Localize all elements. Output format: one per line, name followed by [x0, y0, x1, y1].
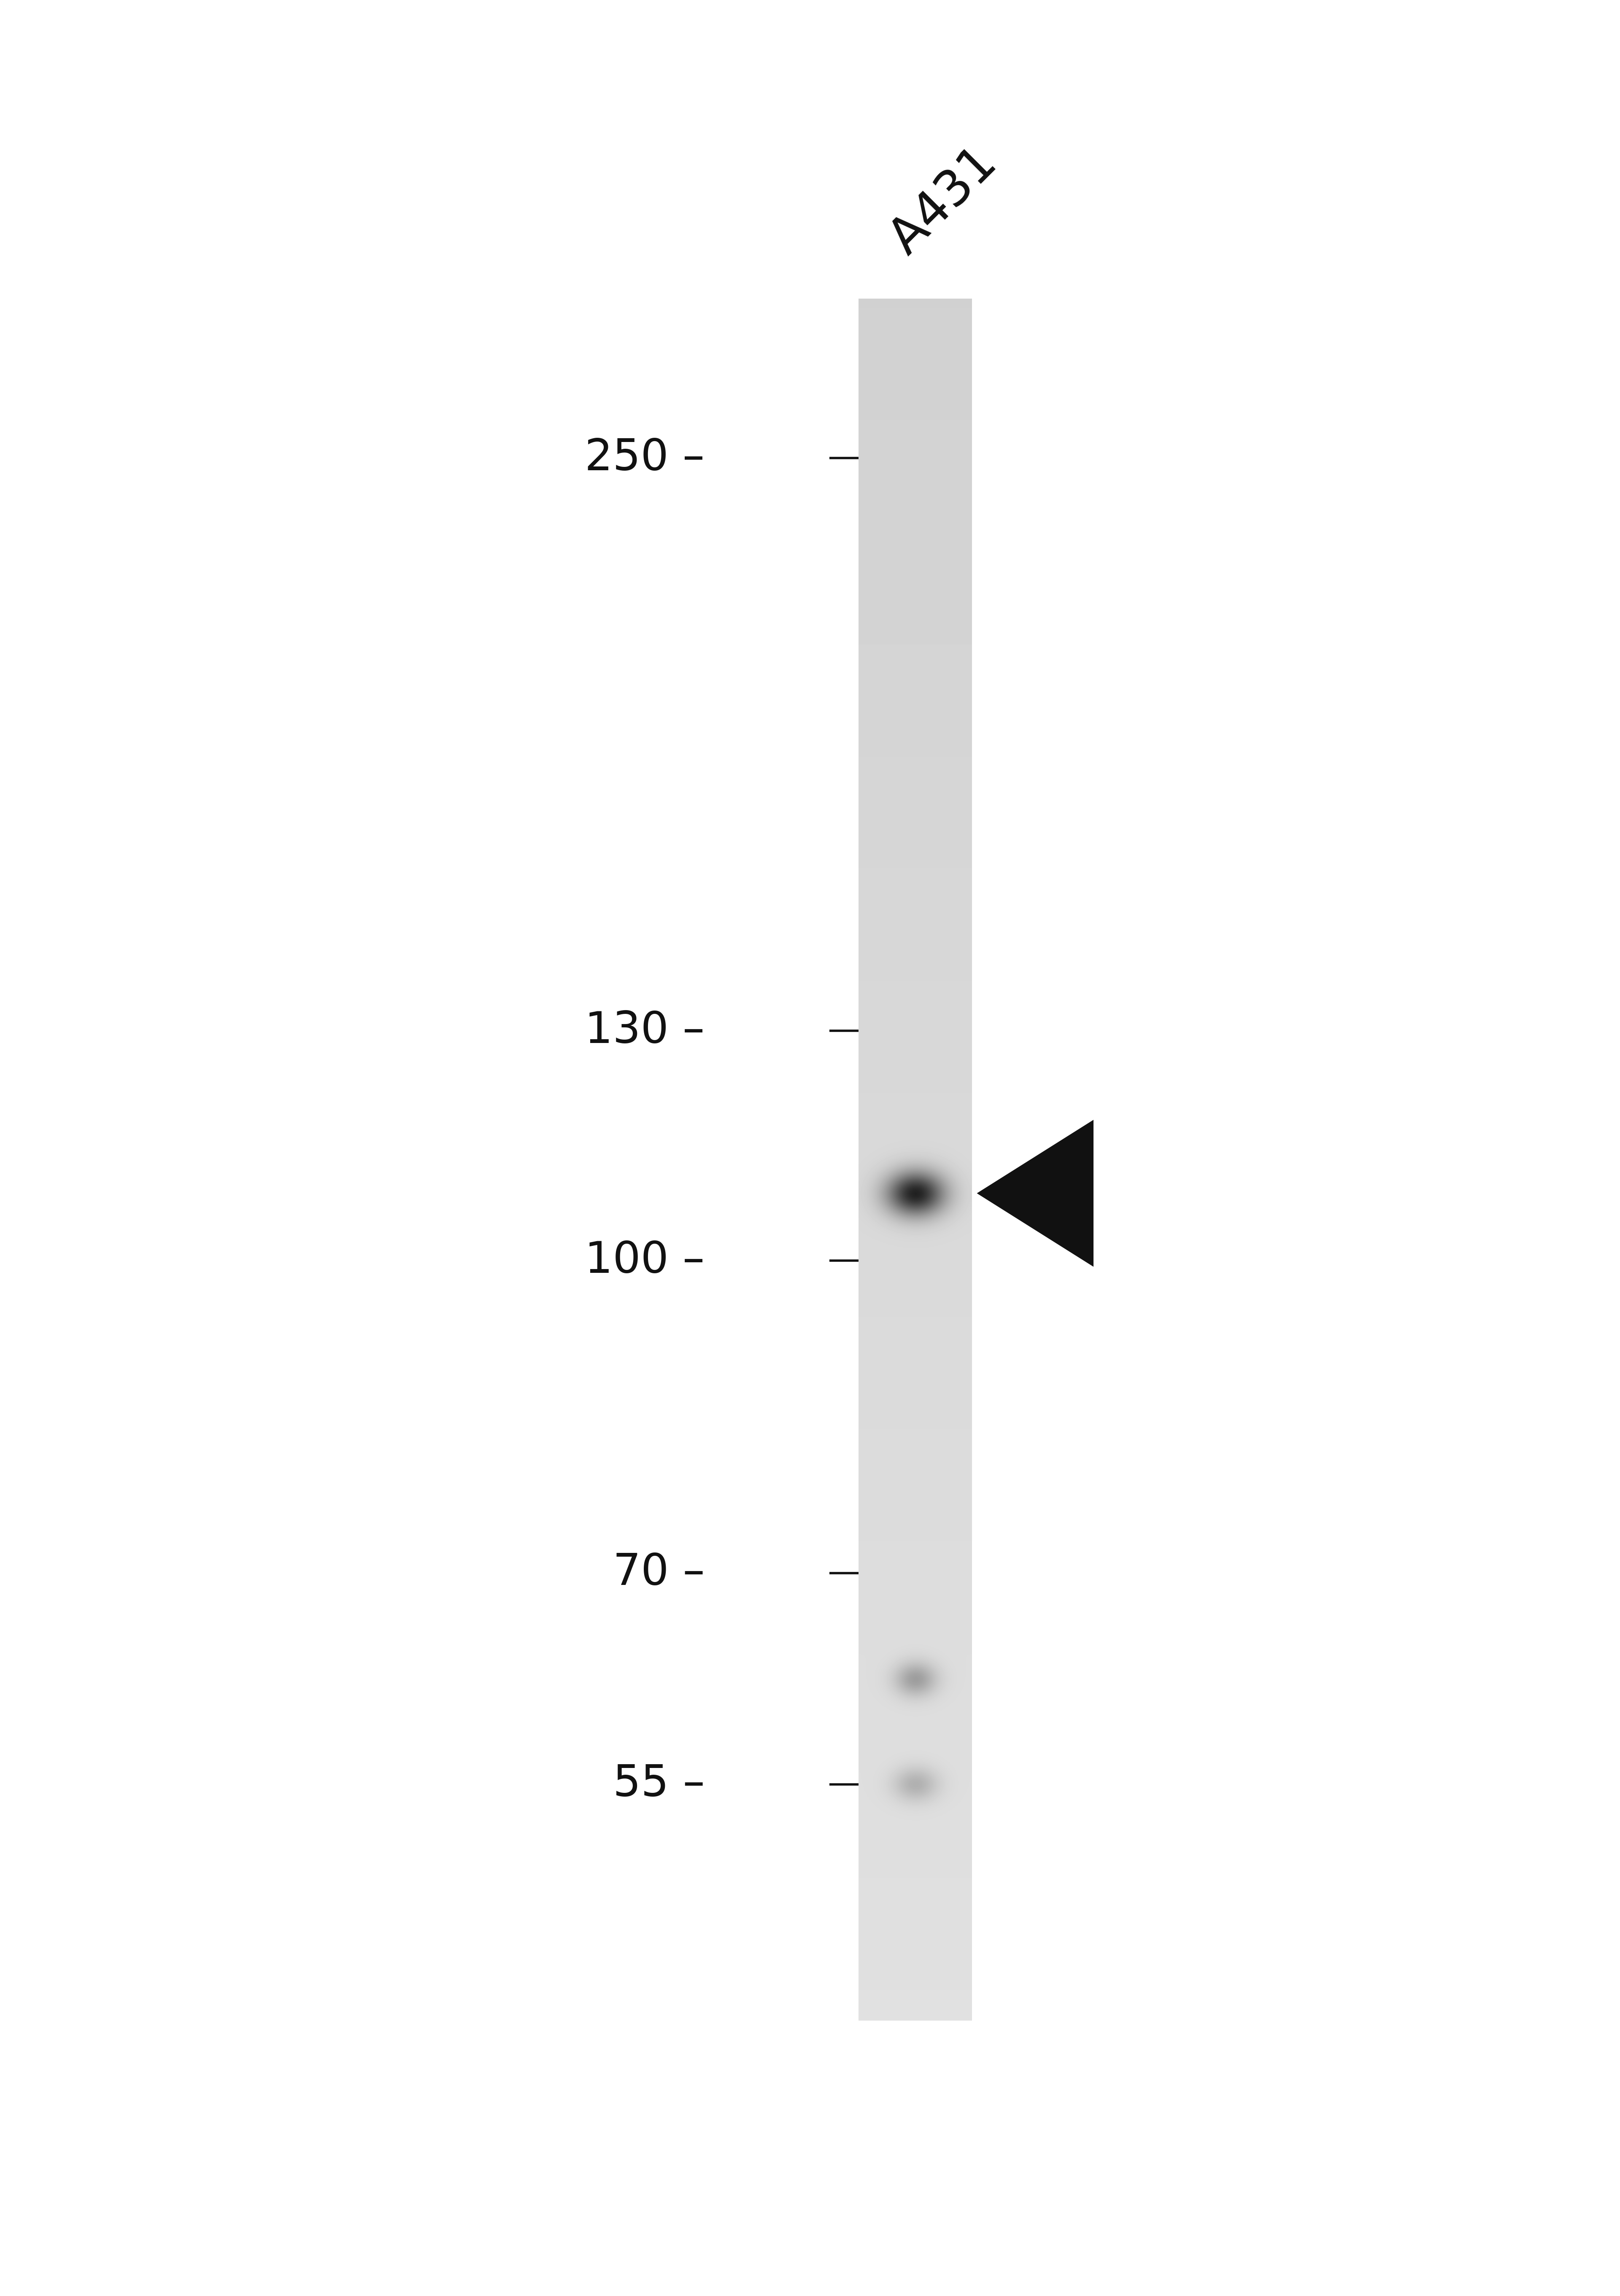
Text: 55 –: 55 –: [612, 1763, 705, 1805]
Text: 130 –: 130 –: [585, 1010, 705, 1052]
Text: 250 –: 250 –: [585, 436, 705, 480]
Text: A431: A431: [881, 138, 1006, 264]
Text: 70 –: 70 –: [612, 1552, 705, 1593]
Polygon shape: [977, 1120, 1094, 1267]
Text: 100 –: 100 –: [585, 1240, 705, 1281]
